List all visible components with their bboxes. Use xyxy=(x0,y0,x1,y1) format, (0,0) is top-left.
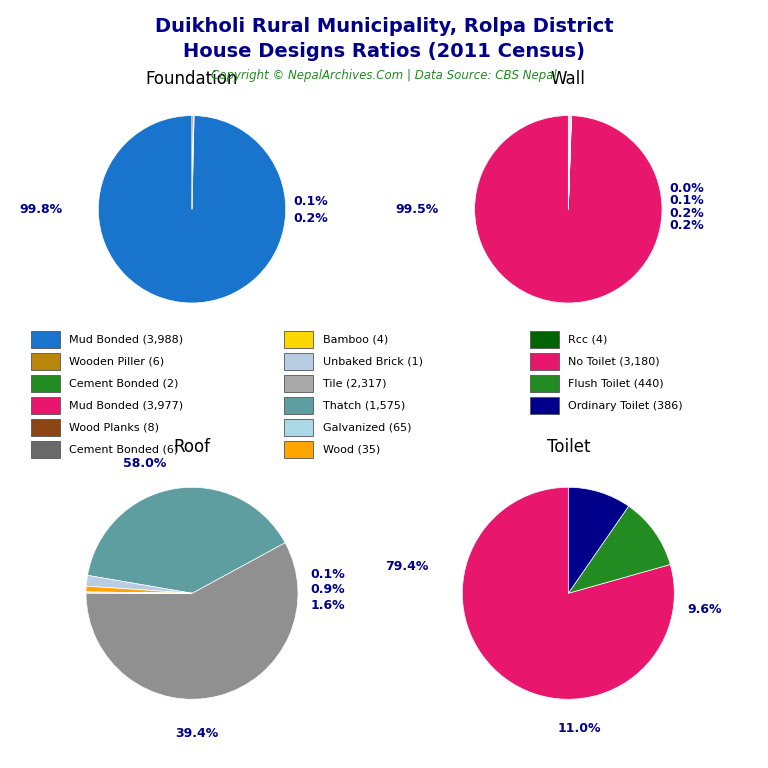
Bar xyxy=(284,419,313,436)
Wedge shape xyxy=(568,506,670,593)
Wedge shape xyxy=(86,575,192,593)
Text: Duikholi Rural Municipality, Rolpa District: Duikholi Rural Municipality, Rolpa Distr… xyxy=(154,17,614,36)
Text: Unbaked Brick (1): Unbaked Brick (1) xyxy=(323,356,422,366)
Bar xyxy=(284,353,313,370)
Bar xyxy=(284,375,313,392)
Bar xyxy=(31,419,60,436)
Text: Wooden Piller (6): Wooden Piller (6) xyxy=(69,356,164,366)
Bar xyxy=(31,397,60,414)
Wedge shape xyxy=(568,116,570,210)
Text: Tile (2,317): Tile (2,317) xyxy=(323,379,386,389)
Text: Bamboo (4): Bamboo (4) xyxy=(323,335,388,345)
Bar xyxy=(31,353,60,370)
Text: Mud Bonded (3,977): Mud Bonded (3,977) xyxy=(69,401,184,411)
Title: Foundation: Foundation xyxy=(146,70,238,88)
Bar xyxy=(284,331,313,348)
Text: 0.2%: 0.2% xyxy=(670,219,704,232)
Text: 39.4%: 39.4% xyxy=(176,727,219,740)
Title: Toilet: Toilet xyxy=(547,439,590,456)
Text: Flush Toilet (440): Flush Toilet (440) xyxy=(568,379,664,389)
Title: Wall: Wall xyxy=(551,70,586,88)
Title: Roof: Roof xyxy=(174,439,210,456)
Wedge shape xyxy=(88,488,285,593)
Wedge shape xyxy=(86,592,192,593)
Wedge shape xyxy=(192,116,194,210)
Text: Mud Bonded (3,988): Mud Bonded (3,988) xyxy=(69,335,184,345)
Text: Wood Planks (8): Wood Planks (8) xyxy=(69,422,159,432)
Wedge shape xyxy=(98,116,286,303)
Text: 11.0%: 11.0% xyxy=(557,723,601,736)
Wedge shape xyxy=(86,586,192,593)
Text: 0.2%: 0.2% xyxy=(670,207,704,220)
Wedge shape xyxy=(568,488,629,593)
Text: Copyright © NepalArchives.Com | Data Source: CBS Nepal: Copyright © NepalArchives.Com | Data Sou… xyxy=(211,69,557,82)
Bar xyxy=(530,353,559,370)
Text: 0.1%: 0.1% xyxy=(311,568,346,581)
Wedge shape xyxy=(475,116,662,303)
Text: House Designs Ratios (2011 Census): House Designs Ratios (2011 Census) xyxy=(183,42,585,61)
Text: No Toilet (3,180): No Toilet (3,180) xyxy=(568,356,660,366)
Text: 99.8%: 99.8% xyxy=(19,203,63,216)
Bar xyxy=(31,331,60,348)
Wedge shape xyxy=(568,116,571,210)
Wedge shape xyxy=(86,543,298,699)
Text: 0.2%: 0.2% xyxy=(293,212,328,225)
Bar xyxy=(31,441,60,458)
Text: 79.4%: 79.4% xyxy=(385,561,429,573)
Wedge shape xyxy=(462,488,674,699)
Text: Rcc (4): Rcc (4) xyxy=(568,335,607,345)
Text: Ordinary Toilet (386): Ordinary Toilet (386) xyxy=(568,401,683,411)
Text: 0.1%: 0.1% xyxy=(670,194,704,207)
Text: Galvanized (65): Galvanized (65) xyxy=(323,422,411,432)
Bar xyxy=(530,397,559,414)
Wedge shape xyxy=(568,116,571,210)
Bar xyxy=(530,375,559,392)
Bar xyxy=(31,375,60,392)
Text: 0.1%: 0.1% xyxy=(293,195,328,208)
Text: 0.9%: 0.9% xyxy=(311,583,346,595)
Text: Thatch (1,575): Thatch (1,575) xyxy=(323,401,405,411)
Text: 9.6%: 9.6% xyxy=(687,603,721,616)
Text: 0.0%: 0.0% xyxy=(670,182,704,195)
Text: 58.0%: 58.0% xyxy=(123,458,166,471)
Text: 99.5%: 99.5% xyxy=(396,203,439,216)
Text: Wood (35): Wood (35) xyxy=(323,445,380,455)
Text: Cement Bonded (2): Cement Bonded (2) xyxy=(69,379,178,389)
Bar xyxy=(284,397,313,414)
Text: 1.6%: 1.6% xyxy=(311,600,346,613)
Wedge shape xyxy=(192,116,194,210)
Bar xyxy=(530,331,559,348)
Bar xyxy=(284,441,313,458)
Wedge shape xyxy=(568,116,571,210)
Text: Cement Bonded (6): Cement Bonded (6) xyxy=(69,445,178,455)
